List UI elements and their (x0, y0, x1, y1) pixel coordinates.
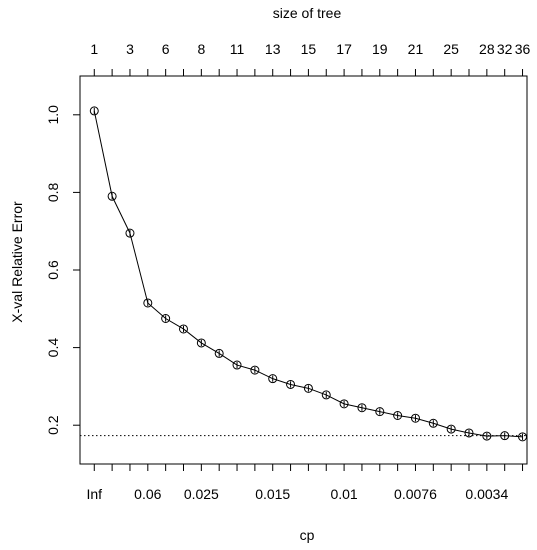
plot-frame (79, 75, 528, 465)
series-group (89, 106, 528, 442)
data-point (339, 399, 349, 409)
data-point (143, 298, 153, 308)
data-point (518, 432, 528, 442)
y-tick-label: 0.6 (45, 260, 61, 280)
data-point (357, 403, 367, 413)
data-point (464, 428, 474, 438)
top-tick-label: 6 (162, 41, 170, 57)
data-point (500, 431, 510, 441)
data-point (393, 411, 403, 420)
data-point (89, 106, 99, 116)
top-tick-label: 32 (497, 41, 513, 57)
y-tick-label: 1.0 (45, 105, 61, 125)
data-point (250, 365, 260, 375)
data-point (214, 348, 224, 358)
data-point (321, 390, 331, 400)
top-tick-label: 13 (265, 41, 281, 57)
y-tick-label: 0.8 (45, 182, 61, 202)
data-point (482, 431, 492, 441)
data-point (196, 338, 206, 348)
top-tick-label: 17 (336, 41, 352, 57)
y-tick-label: 0.4 (45, 338, 61, 358)
data-point (161, 314, 171, 323)
top-tick-label: 28 (479, 41, 495, 57)
y-tick-label: 0.2 (45, 415, 61, 435)
top-axis-title: size of tree (273, 5, 342, 21)
y-axis: 0.2 0.4 0.6 0.8 1.0 (45, 105, 81, 435)
data-point (446, 424, 456, 434)
top-tick-label: 25 (443, 41, 459, 57)
top-tick-label: 11 (230, 41, 245, 57)
y-axis-title: X-val Relative Error (9, 201, 25, 323)
bottom-tick-label: Inf (86, 486, 102, 502)
bottom-tick-label: 0.0076 (394, 486, 437, 502)
top-axis: 1 3 6 8 11 13 15 17 19 21 25 28 32 36 (90, 41, 531, 77)
data-point (178, 324, 188, 334)
bottom-tick-label: 0.015 (255, 486, 290, 502)
data-point (410, 413, 420, 423)
bottom-tick-label: 0.01 (330, 486, 357, 502)
top-tick-label: 15 (301, 41, 317, 57)
data-point (428, 418, 438, 428)
top-tick-label: 1 (90, 41, 98, 57)
bottom-tick-label: 0.025 (184, 486, 219, 502)
data-point (232, 360, 242, 370)
top-tick-label: 3 (126, 41, 134, 57)
top-tick-label: 36 (515, 41, 531, 57)
bottom-axis: Inf 0.06 0.025 0.015 0.01 0.0076 0.0034 (86, 463, 524, 502)
bottom-tick-label: 0.0034 (465, 486, 508, 502)
data-point (303, 383, 313, 393)
top-tick-label: 19 (372, 41, 388, 57)
top-tick-label: 8 (197, 41, 205, 57)
data-point (125, 228, 135, 238)
data-point (107, 191, 117, 201)
data-point (286, 379, 296, 389)
plot-border (79, 75, 528, 465)
top-tick-label: 21 (408, 41, 424, 57)
data-point (268, 374, 278, 384)
x-axis-title: cp (300, 527, 315, 543)
bottom-tick-label: 0.06 (134, 486, 161, 502)
data-point (375, 407, 385, 417)
